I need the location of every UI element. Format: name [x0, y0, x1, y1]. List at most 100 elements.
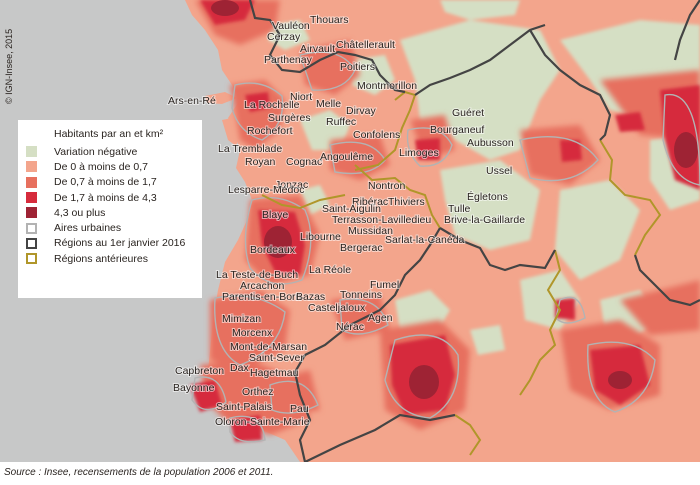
legend-item: De 0,7 à moins de 1,7	[26, 175, 194, 190]
city-label: Terrasson-Lavilledieu	[332, 214, 431, 226]
city-label: Châtellerault	[336, 39, 395, 51]
city-label: Ruffec	[326, 116, 356, 128]
legend-item: Variation négative	[26, 144, 194, 159]
legend-label: De 1,7 à moins de 4,3	[54, 191, 157, 204]
city-label: Ussel	[486, 165, 512, 177]
city-label: Angoulême	[320, 151, 373, 163]
city-label: Saint-Sever	[249, 352, 304, 364]
legend-label: Aires urbaines	[54, 222, 122, 235]
city-label: Limoges	[399, 147, 439, 159]
legend-item: Régions au 1er janvier 2016	[26, 236, 194, 251]
city-label: Égletons	[467, 190, 508, 203]
city-label: La Teste-de-Buch	[216, 269, 298, 281]
city-label: Melle	[316, 98, 341, 110]
source-note: Source : Insee, recensements de la popul…	[4, 467, 274, 478]
city-label: Agen	[368, 312, 393, 324]
ile-de-re	[205, 92, 237, 104]
city-label: Mont-de-Marsan	[230, 341, 307, 353]
legend-label: Régions au 1er janvier 2016	[54, 237, 186, 250]
city-label: Arcachon	[240, 280, 285, 292]
zones-densite-tres-forte	[211, 0, 698, 399]
ile-d-oleron	[222, 118, 240, 146]
city-label: Cognac	[286, 156, 322, 168]
city-label: La Réole	[309, 264, 351, 276]
city-label: Bayonne	[173, 382, 215, 394]
city-label: Casteljaloux	[308, 302, 366, 314]
legend-label: Régions antérieures	[54, 252, 148, 265]
city-label: Bourganeuf	[430, 124, 484, 136]
legend-label: De 0 à moins de 0,7	[54, 160, 148, 173]
legend-label: Variation négative	[54, 145, 138, 158]
legend-title: Habitants par an et km²	[54, 128, 164, 140]
population-density-map[interactable]: Vauléon Thouars Cerzay Airvault Châtelle…	[0, 0, 700, 462]
city-label: Cerzay	[267, 31, 301, 43]
city-label: Confolens	[353, 129, 400, 141]
city-label: Airvault	[300, 43, 335, 55]
city-label: Mussidan	[348, 225, 393, 237]
city-label: Thouars	[310, 14, 349, 26]
city-label: Saint-Aigulin	[322, 203, 381, 215]
city-label: Surgères	[268, 112, 311, 124]
regions-anterieures	[261, 90, 662, 456]
aires-urbaines	[191, 51, 700, 443]
legend-label: De 0,7 à moins de 1,7	[54, 176, 157, 189]
city-label: Nérac	[336, 321, 364, 333]
city-label: Royan	[245, 156, 276, 168]
city-label: Libourne	[300, 231, 341, 243]
city-label: Montmorillon	[357, 80, 417, 92]
city-label: Dirvay	[346, 105, 377, 117]
city-label: Lesparre-Médoc	[228, 184, 304, 196]
city-label: Dax	[230, 362, 249, 374]
legend-item: Aires urbaines	[26, 220, 194, 235]
city-label: Thiviers	[388, 196, 425, 208]
city-label: Nontron	[368, 180, 406, 192]
legend-swatch	[26, 207, 37, 219]
city-label: La Tremblade	[218, 143, 282, 155]
map-legend: Habitants par an et km² Variation négati…	[18, 120, 202, 298]
city-label: Saint-Palais	[216, 401, 272, 413]
city-label: Pau	[290, 403, 309, 415]
map-area[interactable]: Vauléon Thouars Cerzay Airvault Châtelle…	[0, 0, 700, 462]
city-label: Parthenay	[264, 54, 313, 66]
city-label: Brive-la-Gaillarde	[444, 214, 525, 226]
city-label: Bazas	[296, 291, 325, 303]
city-label: Niort	[290, 91, 312, 103]
legend-item: De 0 à moins de 0,7	[26, 159, 194, 174]
city-label: Morcenx	[232, 327, 273, 339]
legend-item: De 1,7 à moins de 4,3	[26, 190, 194, 205]
city-label: Ars-en-Ré	[168, 95, 216, 107]
legend-swatch	[26, 176, 37, 188]
city-label: La Rochelle	[244, 99, 300, 111]
city-label: Guéret	[452, 107, 484, 119]
city-label: Orthez	[242, 386, 274, 398]
legend-swatch	[26, 237, 37, 249]
city-labels: Vauléon Thouars Cerzay Airvault Châtelle…	[167, 13, 526, 429]
legend-swatch	[26, 253, 37, 265]
city-label: Mimizan	[222, 313, 261, 325]
city-label: Aubusson	[467, 137, 514, 149]
city-label: Tulle	[448, 203, 471, 215]
city-label: Bergerac	[340, 242, 383, 254]
city-label: Blaye	[262, 209, 288, 221]
city-label: Oloron-Sainte-Marie	[215, 416, 310, 428]
city-label: Bordeaux	[250, 244, 296, 256]
city-label: Tonneins	[340, 289, 382, 301]
legend-swatch	[26, 222, 37, 234]
legend-item: 4,3 ou plus	[26, 205, 194, 220]
legend-item: Régions antérieures	[26, 251, 194, 266]
city-label: Rochefort	[247, 125, 293, 137]
regions-2016	[248, 0, 700, 462]
copyright-notice: © IGN-Insee, 2015	[4, 4, 18, 114]
city-label: Hagetmau	[250, 367, 299, 379]
legend-swatch	[26, 146, 37, 158]
city-label: Fumel	[370, 279, 399, 291]
city-label: Poitiers	[340, 61, 375, 73]
city-label: Sarlat-la-Canéda	[385, 234, 465, 246]
city-label: Capbreton	[175, 365, 224, 377]
city-label: Jonzac	[275, 179, 308, 191]
legend-swatch	[26, 161, 37, 173]
legend-label: 4,3 ou plus	[54, 206, 106, 219]
copyright-text: © IGN-Insee, 2015	[4, 28, 14, 104]
legend-swatch	[26, 192, 37, 204]
city-label: Ribérac	[352, 196, 388, 208]
